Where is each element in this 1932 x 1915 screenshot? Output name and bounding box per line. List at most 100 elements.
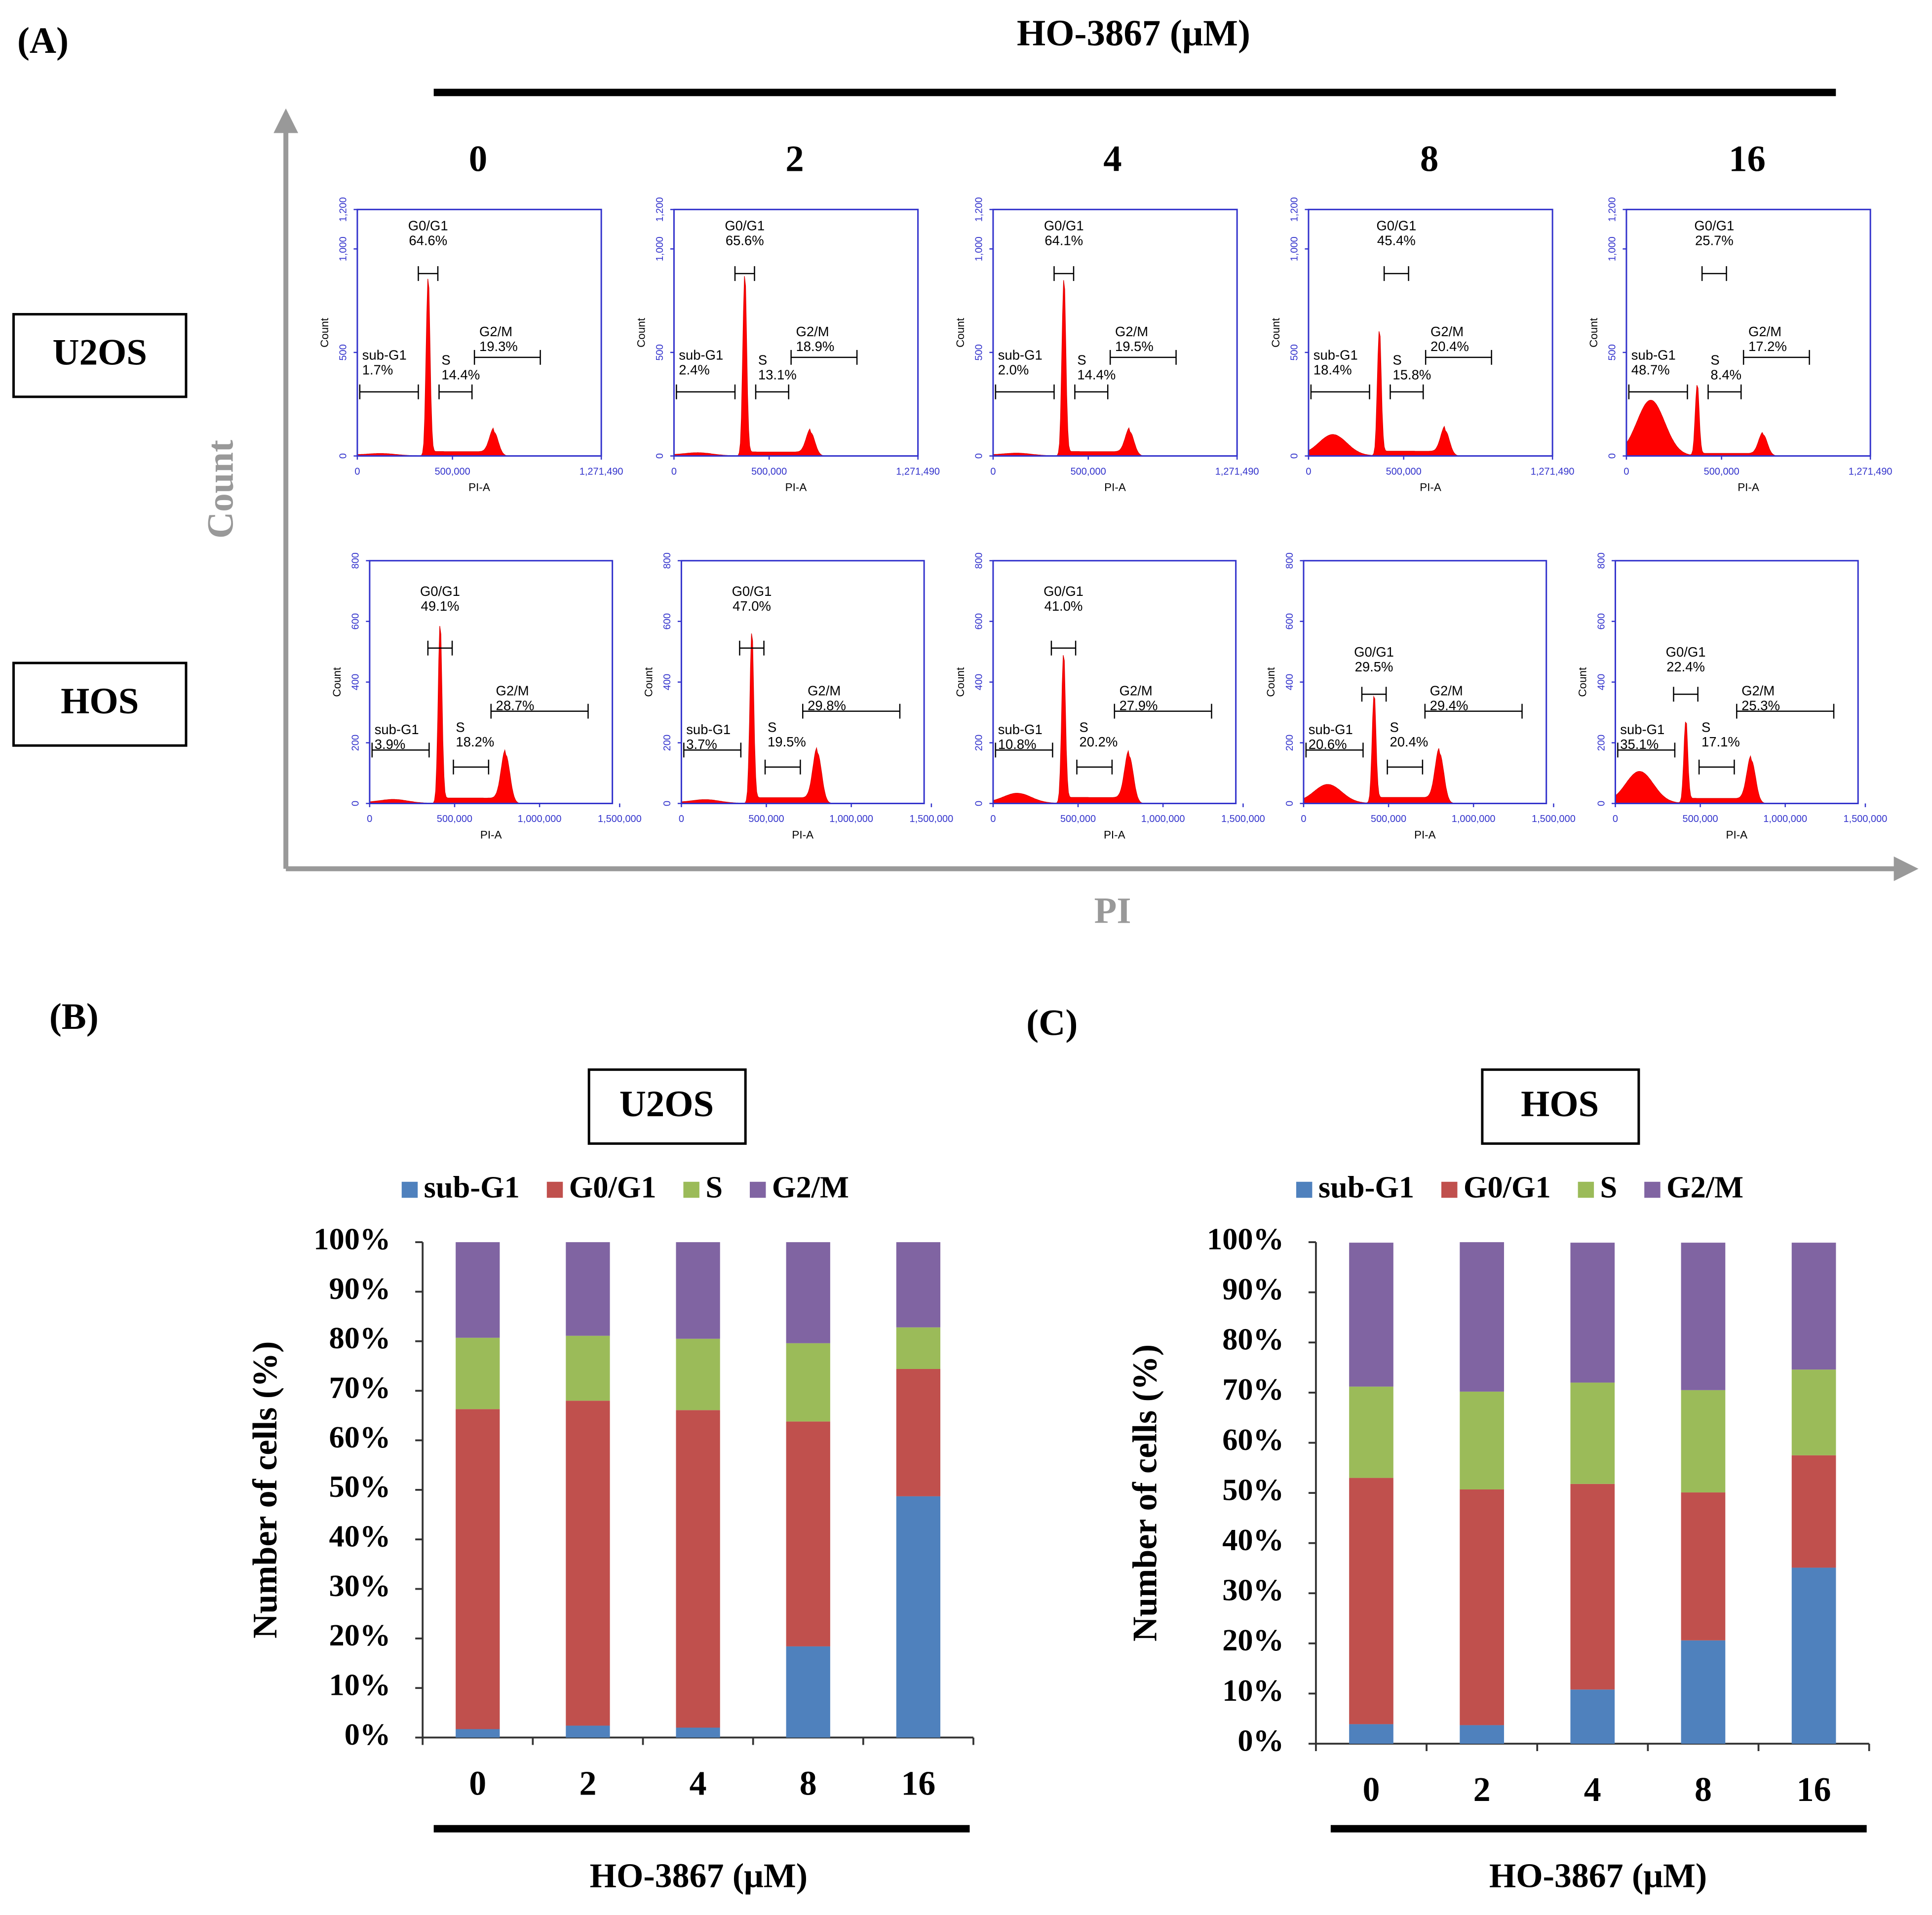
gate-value: 35.1% <box>1620 737 1659 752</box>
x-tick-label: 500,000 <box>435 466 470 477</box>
x-axis-label: HO-3867 (μM) <box>1489 1857 1707 1895</box>
y-axis-label: Number of cells (%) <box>1126 1344 1164 1641</box>
bar-segment <box>1681 1492 1726 1641</box>
y-axis-label: Number of cells (%) <box>246 1341 284 1639</box>
y-tick-label: 60% <box>329 1420 391 1454</box>
y-tick-label: 500 <box>1607 344 1618 360</box>
bar-segment <box>456 1729 500 1738</box>
gate-value: 20.4% <box>1390 734 1429 749</box>
gate-value: 28.7% <box>496 698 535 713</box>
x-tick-label: 500,000 <box>1060 814 1096 824</box>
gate-value: 18.9% <box>796 339 835 354</box>
y-tick-label: 400 <box>662 674 673 690</box>
y-tick-label: 0 <box>1289 453 1300 459</box>
y-tick-label: 400 <box>1596 674 1607 690</box>
legend-swatch <box>546 1181 563 1198</box>
y-tick-label: 600 <box>1596 613 1607 629</box>
plot-frame <box>369 560 614 804</box>
gate-value: 2.4% <box>679 362 710 378</box>
y-tick-label: 0 <box>655 453 665 459</box>
gate-name: S <box>456 719 464 735</box>
x-tick-label: 0 <box>1301 814 1306 824</box>
gate-value: 2.0% <box>998 362 1029 378</box>
plot-x-label: PI-A <box>792 828 813 841</box>
bar-segment <box>786 1421 830 1646</box>
x-tick-label: 0 <box>1623 466 1629 477</box>
bar-segment <box>786 1242 830 1343</box>
gate-value: 29.4% <box>1430 698 1468 713</box>
y-tick-label: 600 <box>662 613 673 629</box>
y-tick-label: 0 <box>1284 801 1295 806</box>
x-tick-label: 500,000 <box>748 814 784 824</box>
y-tick-label: 600 <box>350 613 361 629</box>
y-tick-label: 0 <box>662 801 673 806</box>
gate-name: sub-G1 <box>1631 348 1676 363</box>
histogram <box>681 633 888 804</box>
bar-segment <box>676 1727 720 1738</box>
gate-value: 20.2% <box>1079 734 1118 749</box>
y-tick-label: 40% <box>1222 1523 1284 1557</box>
gate-name: sub-G1 <box>998 348 1043 363</box>
legend-swatch <box>401 1181 418 1198</box>
y-tick-label: 600 <box>974 613 985 629</box>
plot-y-label: Count <box>331 667 343 697</box>
gate-value: 20.4% <box>1430 339 1469 354</box>
y-tick-label: 800 <box>974 552 985 569</box>
chart-title: U2OS <box>619 1084 714 1125</box>
gate-value: 19.3% <box>479 339 518 354</box>
gate-value: 25.3% <box>1741 698 1780 713</box>
y-tick-label: 20% <box>329 1618 391 1652</box>
gate-name: G0/G1 <box>725 218 765 234</box>
plot-x-label: PI-A <box>1726 828 1747 841</box>
y-tick-label: 90% <box>1222 1272 1284 1306</box>
plot-y-label: Count <box>1265 667 1277 697</box>
x-tick-label: 1,500,000 <box>909 814 953 824</box>
y-tick-label: 30% <box>1222 1573 1284 1607</box>
x-tick-label: 16 <box>901 1764 935 1802</box>
gate-name: S <box>768 719 776 735</box>
y-tick-label: 80% <box>1222 1323 1284 1357</box>
gate-value: 65.6% <box>726 233 764 248</box>
gate-value: 19.5% <box>768 734 806 749</box>
plot-x-label: PI-A <box>1104 828 1125 841</box>
gate-name: G2/M <box>479 324 512 339</box>
y-tick-label: 200 <box>1596 735 1607 751</box>
y-tick-label: 0 <box>1596 801 1607 806</box>
bar-segment <box>1570 1382 1615 1484</box>
plot-frame <box>1625 208 1871 457</box>
y-tick-label: 200 <box>662 735 673 751</box>
legend-swatch <box>749 1181 766 1198</box>
gate-name: G2/M <box>796 324 829 339</box>
x-tick-label: 1,500,000 <box>1532 814 1576 824</box>
bar-segment <box>456 1337 500 1409</box>
gate-name: G2/M <box>1120 683 1153 699</box>
y-tick-label: 1,200 <box>338 197 349 222</box>
gate-name: S <box>1390 719 1399 735</box>
bar-segment <box>1681 1390 1726 1493</box>
gate-name: sub-G1 <box>998 722 1043 737</box>
gate-value: 10.8% <box>998 737 1037 752</box>
title-box <box>587 1068 747 1145</box>
gate-name: sub-G1 <box>679 348 723 363</box>
y-tick-label: 80% <box>329 1321 391 1355</box>
y-tick-label: 0 <box>974 801 985 806</box>
y-tick-label: 10% <box>1222 1674 1284 1708</box>
y-tick-label: 0 <box>350 801 361 806</box>
plot-y-label: Count <box>1577 667 1589 697</box>
x-tick-label: 1,000,000 <box>1452 814 1496 824</box>
dose-label: 2 <box>785 139 804 180</box>
gate-name: G0/G1 <box>1044 218 1084 234</box>
legend-label: S <box>705 1171 723 1205</box>
y-tick-label: 1,200 <box>1607 197 1618 222</box>
plot-x-label: PI-A <box>1738 481 1759 493</box>
bar-segment <box>566 1335 610 1401</box>
gate-value: 25.7% <box>1695 233 1734 248</box>
y-tick-label: 1,000 <box>1607 236 1618 261</box>
cell-line-box <box>12 313 188 398</box>
x-tick-label: 500,000 <box>1704 466 1739 477</box>
x-axis-label: PI <box>1094 890 1131 931</box>
y-tick-label: 1,200 <box>655 197 665 222</box>
gate-value: 41.0% <box>1044 598 1083 614</box>
legend-label: sub-G1 <box>424 1171 520 1205</box>
gate-value: 47.0% <box>733 598 771 614</box>
